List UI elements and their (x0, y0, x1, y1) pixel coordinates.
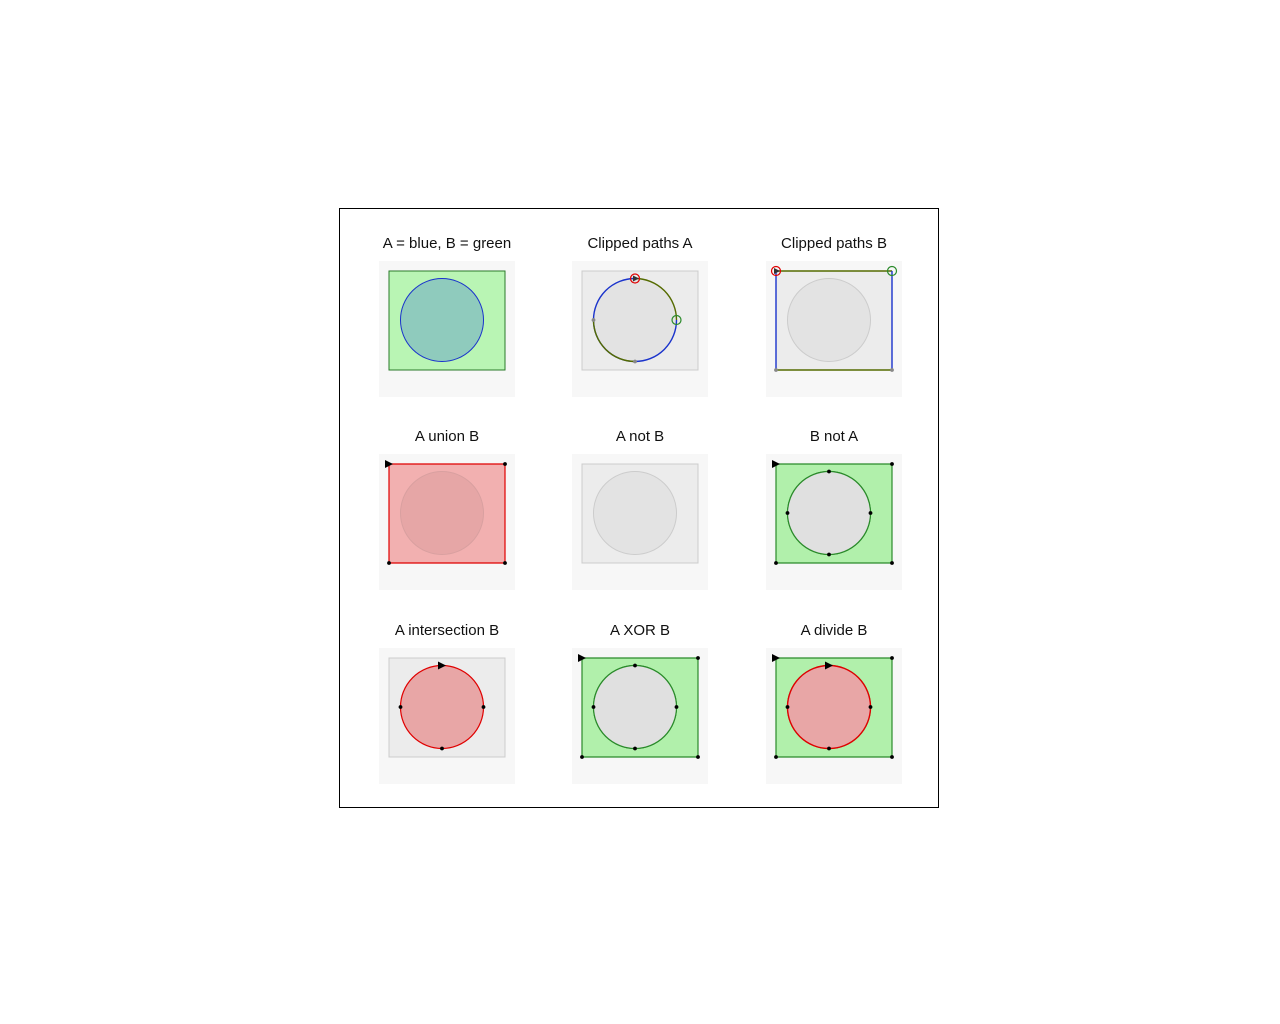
ghost-circle-a (787, 277, 871, 363)
hole-circle (592, 664, 678, 750)
segment-direction-arrow (633, 275, 639, 282)
path-node (890, 368, 894, 372)
diagram-clipped-b (766, 261, 902, 397)
path-node (868, 511, 873, 515)
panel-title: A XOR B (609, 622, 671, 639)
segment-start-marker (770, 265, 782, 277)
panel-title: A = blue, B = green (382, 235, 512, 252)
path-node (481, 705, 486, 709)
diagram-union (379, 454, 515, 590)
path-node (774, 755, 778, 759)
diagram-intersection (379, 648, 515, 784)
ghost-circle-a (400, 470, 484, 556)
path-node (398, 705, 403, 709)
hole-circle (786, 470, 872, 556)
path-node (890, 561, 894, 565)
panel-title: A intersection B (394, 622, 500, 639)
path-node (696, 656, 700, 660)
path-start-arrow (772, 460, 780, 468)
segment-start-marker (629, 273, 641, 284)
path-node (580, 755, 584, 759)
path-start-arrow (578, 654, 586, 662)
path-node (440, 746, 444, 751)
clipped-arc-outside (634, 319, 678, 363)
path-node (633, 746, 637, 751)
circle-a (400, 277, 484, 363)
path-node (674, 705, 679, 709)
path-start-arrow (438, 661, 446, 670)
diagram-xor (572, 648, 708, 784)
ghost-circle-a (593, 470, 677, 556)
path-node (591, 318, 596, 322)
path-node (503, 561, 507, 565)
path-node (633, 663, 637, 668)
path-node (633, 359, 637, 364)
path-node (591, 705, 596, 709)
divide-inner-piece (786, 664, 872, 750)
path-node (774, 368, 778, 372)
path-node (890, 755, 894, 759)
diagram-b-not-a (766, 454, 902, 590)
path-node (827, 746, 831, 751)
panel-title: Clipped paths B (781, 235, 887, 252)
path-node (890, 462, 894, 466)
panel-title: A union B (414, 428, 480, 445)
segment-direction-arrow (774, 268, 780, 274)
path-node (785, 511, 790, 515)
path-node (387, 561, 391, 565)
path-start-arrow (825, 661, 833, 670)
path-node (827, 469, 831, 474)
intersection-shape (399, 664, 485, 750)
path-node (868, 705, 873, 709)
diagram-divide (766, 648, 902, 784)
path-node (785, 705, 790, 709)
panel-title: A divide B (800, 622, 868, 639)
path-node (890, 656, 894, 660)
path-node (774, 561, 778, 565)
path-start-arrow (772, 654, 780, 662)
path-node (827, 552, 831, 557)
clipped-arc-inside (592, 319, 636, 363)
panel-title: A not B (615, 428, 665, 445)
path-node (503, 462, 507, 466)
diagram-clipped-a (572, 261, 708, 397)
segment-start-marker (671, 314, 682, 326)
path-start-arrow (385, 460, 393, 468)
segment-start-marker (886, 265, 898, 277)
panel-title: B not A (809, 428, 859, 445)
diagram-a-not-b (572, 454, 708, 590)
figure-frame: A = blue, B = green Clipped paths A Clip… (339, 208, 939, 808)
clipped-arc-inside (634, 277, 678, 321)
panel-title: Clipped paths A (587, 235, 693, 252)
path-node (696, 755, 700, 759)
diagram-input (379, 261, 515, 397)
